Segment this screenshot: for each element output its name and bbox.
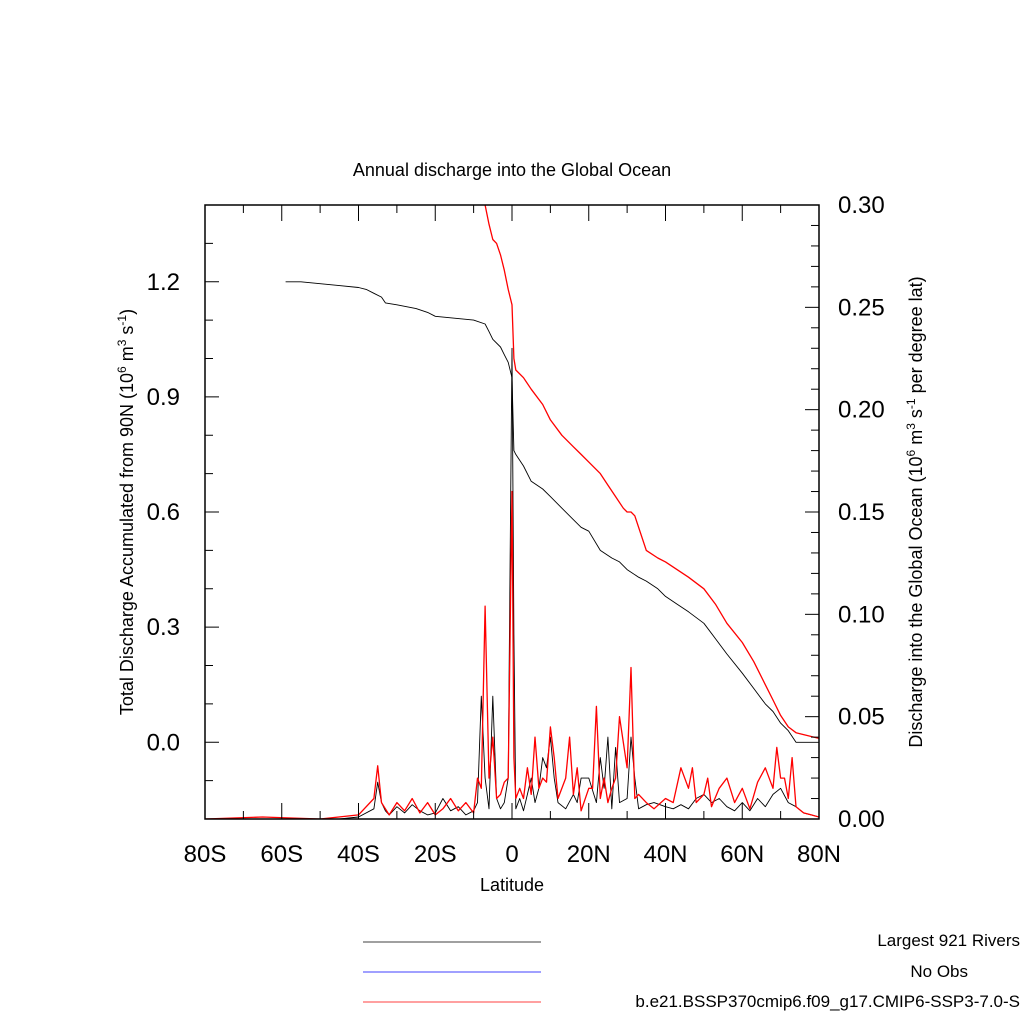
series-line-rivers-accumulated [285, 281, 819, 743]
legend-label-model: b.e21.BSSP370cmip6.f09_g17.CMIP6-SSP3-7.… [635, 992, 1020, 1011]
legend-label-rivers: Largest 921 Rivers [877, 931, 1020, 950]
y-left-tick-label: 0.6 [147, 499, 180, 526]
y-left-tick-label: 0.3 [147, 614, 180, 641]
y-right-tick-label: 0.15 [838, 499, 885, 526]
legend-label-no-obs: No Obs [910, 962, 968, 981]
x-tick-label: 40N [643, 841, 687, 868]
y-right-tick-label: 0.20 [838, 397, 885, 424]
y-left-tick-label: 0.9 [147, 384, 180, 411]
series-line-rivers-per-degree [205, 347, 819, 819]
y-left-tick-label: 0.0 [147, 729, 180, 756]
y-left-tick-label: 1.2 [147, 269, 180, 296]
y-right-tick-label: 0.10 [838, 601, 885, 628]
y-right-axis-label: Discharge into the Global Ocean (106 m3 … [904, 276, 926, 747]
y-right-tick-label: 0.05 [838, 704, 885, 731]
y-right-tick-label: 0.00 [838, 806, 885, 833]
ticks-layer: 80S 60S 40S 20S 0 20N 40N 60N 80N 0.0 0.3 0.6 0.9 1.2… [147, 192, 885, 868]
x-tick-label: 20N [567, 841, 611, 868]
chart-title: Annual discharge into the Global Ocean [353, 160, 671, 180]
x-tick-label: 80N [797, 841, 841, 868]
y-right-tick-label: 0.30 [838, 192, 885, 219]
series-layer [205, 205, 819, 819]
x-tick-label: 40S [337, 841, 380, 868]
series-line-model-per-degree [205, 490, 819, 819]
x-tick-label: 60S [260, 841, 303, 868]
x-axis-label: Latitude [480, 875, 544, 895]
x-tick-label: 0 [505, 841, 518, 868]
y-right-tick-label: 0.25 [838, 294, 885, 321]
series-line-model-accumulated [484, 205, 819, 740]
x-tick-label: 80S [184, 841, 227, 868]
x-tick-label: 60N [720, 841, 764, 868]
y-left-axis-label: Total Discharge Accumulated from 90N (10… [115, 309, 137, 715]
x-tick-label: 20S [414, 841, 457, 868]
